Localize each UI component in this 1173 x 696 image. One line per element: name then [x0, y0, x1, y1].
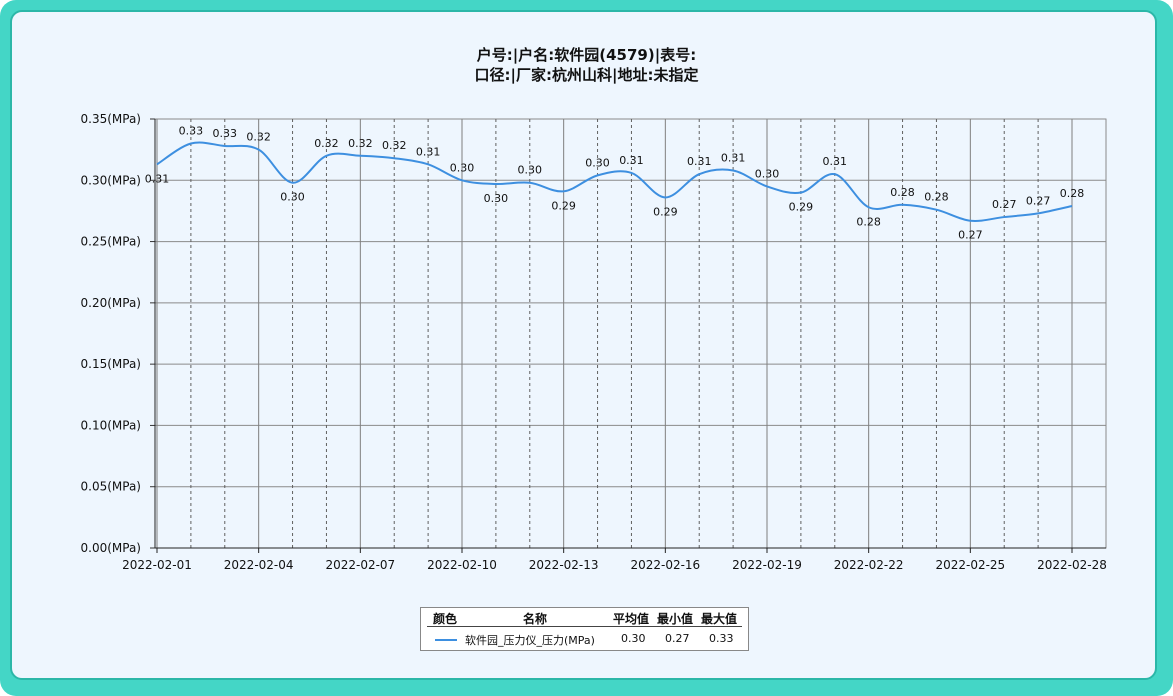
- x-tick-label: 2022-02-16: [630, 558, 700, 572]
- y-tick-label: 0.05(MPa): [81, 480, 142, 494]
- data-label: 0.31: [619, 154, 644, 167]
- legend-series-max: 0.33: [709, 632, 734, 645]
- y-tick-label: 0.30(MPa): [81, 173, 142, 187]
- legend-header-name: 名称: [523, 612, 548, 626]
- x-tick-label: 2022-02-25: [935, 558, 1005, 572]
- data-label: 0.31: [145, 172, 170, 185]
- data-label: 0.30: [280, 191, 305, 204]
- data-label: 0.32: [246, 131, 271, 144]
- chart-panel: [10, 10, 1157, 680]
- data-label: 0.32: [314, 137, 339, 150]
- data-label: 0.30: [755, 167, 780, 180]
- y-tick-label: 0.35(MPa): [81, 112, 142, 126]
- data-label: 0.28: [856, 215, 881, 228]
- legend-series-avg: 0.30: [621, 632, 646, 645]
- legend-series-min: 0.27: [665, 632, 690, 645]
- data-label: 0.30: [585, 156, 610, 169]
- x-tick-label: 2022-02-10: [427, 558, 497, 572]
- plot-area: [154, 118, 1107, 549]
- x-tick-label: 2022-02-13: [529, 558, 599, 572]
- data-label: 0.30: [484, 192, 509, 205]
- data-label: 0.28: [1060, 187, 1085, 200]
- legend-header-avg: 平均值: [613, 612, 650, 626]
- legend-table: 颜色 名称 平均值 最小值 最大值 软件园_压力仪_压力(MPa) 0.30 0…: [420, 607, 749, 651]
- x-tick-label: 2022-02-07: [325, 558, 395, 572]
- x-tick-label: 2022-02-19: [732, 558, 802, 572]
- data-label: 0.33: [213, 127, 238, 140]
- x-tick-label: 2022-02-22: [834, 558, 904, 572]
- data-label: 0.32: [382, 139, 407, 152]
- data-label: 0.29: [653, 205, 678, 218]
- data-label: 0.30: [450, 161, 475, 174]
- legend-header-color: 颜色: [433, 612, 458, 626]
- series-line: [156, 141, 1073, 222]
- y-tick-label: 0.20(MPa): [81, 296, 142, 310]
- x-tick-label: 2022-02-04: [224, 558, 294, 572]
- data-label: 0.27: [958, 229, 983, 242]
- data-label: 0.27: [1026, 194, 1051, 207]
- x-tick-label: 2022-02-01: [122, 558, 192, 572]
- data-label: 0.31: [823, 155, 848, 168]
- data-label: 0.30: [518, 164, 543, 177]
- legend-series-swatch: [435, 639, 457, 641]
- legend-header-max: 最大值: [701, 612, 738, 626]
- data-label: 0.31: [416, 145, 441, 158]
- y-tick-label: 0.15(MPa): [81, 357, 142, 371]
- chart-title-line1: 户号:|户名:软件园(4579)|表号:: [476, 46, 697, 64]
- legend-header-min: 最小值: [657, 612, 694, 626]
- x-tick-label: 2022-02-28: [1037, 558, 1107, 572]
- data-label: 0.32: [348, 137, 373, 150]
- data-label: 0.29: [789, 201, 814, 214]
- data-label: 0.27: [992, 198, 1017, 211]
- y-tick-label: 0.10(MPa): [81, 418, 142, 432]
- data-label: 0.31: [721, 151, 746, 164]
- data-label: 0.33: [179, 125, 204, 138]
- data-label: 0.28: [924, 191, 949, 204]
- data-label: 0.29: [551, 199, 576, 212]
- data-label: 0.28: [890, 186, 915, 199]
- y-tick-label: 0.00(MPa): [81, 541, 142, 555]
- data-label: 0.31: [687, 155, 712, 168]
- legend-series-name: 软件园_压力仪_压力(MPa): [465, 634, 595, 647]
- y-tick-label: 0.25(MPa): [81, 235, 142, 249]
- legend-divider: [427, 626, 742, 627]
- chart-title-line2: 口径:|厂家:杭州山科|地址:未指定: [474, 66, 699, 84]
